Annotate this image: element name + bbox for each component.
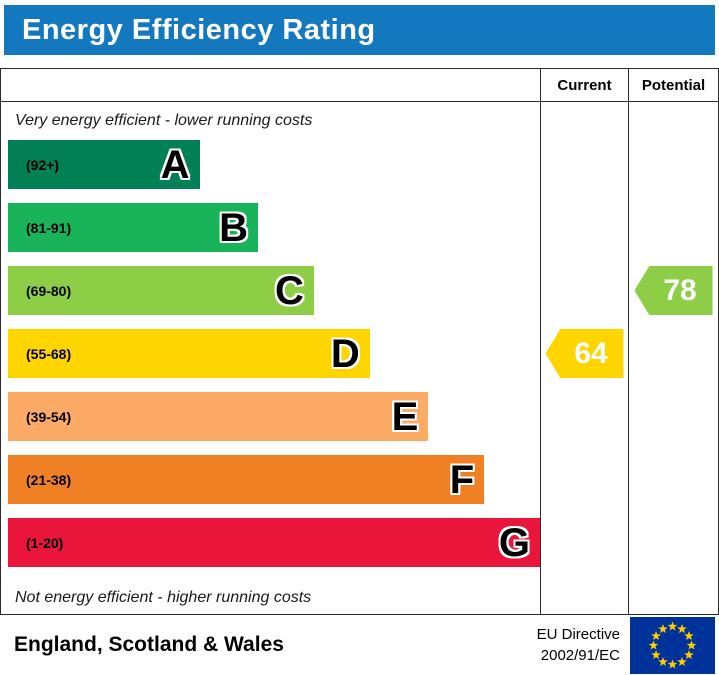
epc-band-g: (1-20) G xyxy=(8,518,540,581)
region-label: England, Scotland & Wales xyxy=(14,633,284,656)
band-range-label: (81-91) xyxy=(26,219,72,236)
current-column: 64 xyxy=(540,102,628,614)
current-rating-tag: 64 xyxy=(545,329,624,378)
top-note: Very energy efficient - lower running co… xyxy=(15,112,313,129)
band-range-label: (1-20) xyxy=(26,534,64,551)
band-letter: B xyxy=(219,205,249,250)
potential-column-header: Potential xyxy=(628,69,718,101)
bands-column: Very energy efficient - lower running co… xyxy=(1,102,540,614)
epc-bands: (92+) A (81-91) B (69-80) C (55-68) D (39-54) E (2… xyxy=(1,140,540,581)
epc-band-c: (69-80) C xyxy=(8,266,540,329)
eu-directive-line1: EU Directive xyxy=(536,626,620,643)
band-range-label: (69-80) xyxy=(26,282,72,299)
potential-rating-tag: 78 xyxy=(634,266,713,315)
band-bar: (81-91) B xyxy=(8,203,259,252)
epc-band-d: (55-68) D xyxy=(8,329,540,392)
band-bar: (69-80) C xyxy=(8,266,314,315)
potential-column: 78 xyxy=(628,102,718,614)
eu-flag-icon xyxy=(630,616,715,674)
chart-header-row: Current Potential xyxy=(1,69,718,102)
epc-band-e: (39-54) E xyxy=(8,392,540,455)
energy-rating-chart: Current Potential Very energy efficient … xyxy=(0,68,719,615)
band-letter: D xyxy=(330,331,360,376)
band-letter: A xyxy=(160,142,190,187)
title-bar: Energy Efficiency Rating xyxy=(4,5,715,55)
band-bar: (55-68) D xyxy=(8,329,370,378)
band-letter: E xyxy=(391,394,419,439)
potential-rating-value: 78 xyxy=(663,273,697,307)
epc-band-a: (92+) A xyxy=(8,140,540,203)
band-bar: (39-54) E xyxy=(8,392,429,441)
band-letter: F xyxy=(449,457,475,502)
current-rating-value: 64 xyxy=(574,336,608,370)
band-range-label: (92+) xyxy=(26,156,60,173)
band-bar: (21-38) F xyxy=(8,455,485,504)
band-range-label: (55-68) xyxy=(26,345,72,362)
epc-band-f: (21-38) F xyxy=(8,455,540,518)
eu-directive-label: EU Directive 2002/91/EC xyxy=(537,624,620,666)
footer: England, Scotland & Wales EU Directive 2… xyxy=(0,615,719,675)
chart-body: Very energy efficient - lower running co… xyxy=(1,102,718,614)
band-range-label: (39-54) xyxy=(26,408,72,425)
band-letter: G xyxy=(498,520,530,565)
header-spacer xyxy=(1,69,540,101)
current-column-header: Current xyxy=(540,69,628,101)
page-title: Energy Efficiency Rating xyxy=(22,13,376,46)
band-bar: (92+) A xyxy=(8,140,200,189)
bottom-note: Not energy efficient - higher running co… xyxy=(15,588,312,606)
epc-band-b: (81-91) B xyxy=(8,203,540,266)
band-bar: (1-20) G xyxy=(8,518,540,567)
band-range-label: (21-38) xyxy=(26,471,72,488)
eu-directive-line2: 2002/91/EC xyxy=(540,647,620,664)
band-letter: C xyxy=(275,268,304,313)
